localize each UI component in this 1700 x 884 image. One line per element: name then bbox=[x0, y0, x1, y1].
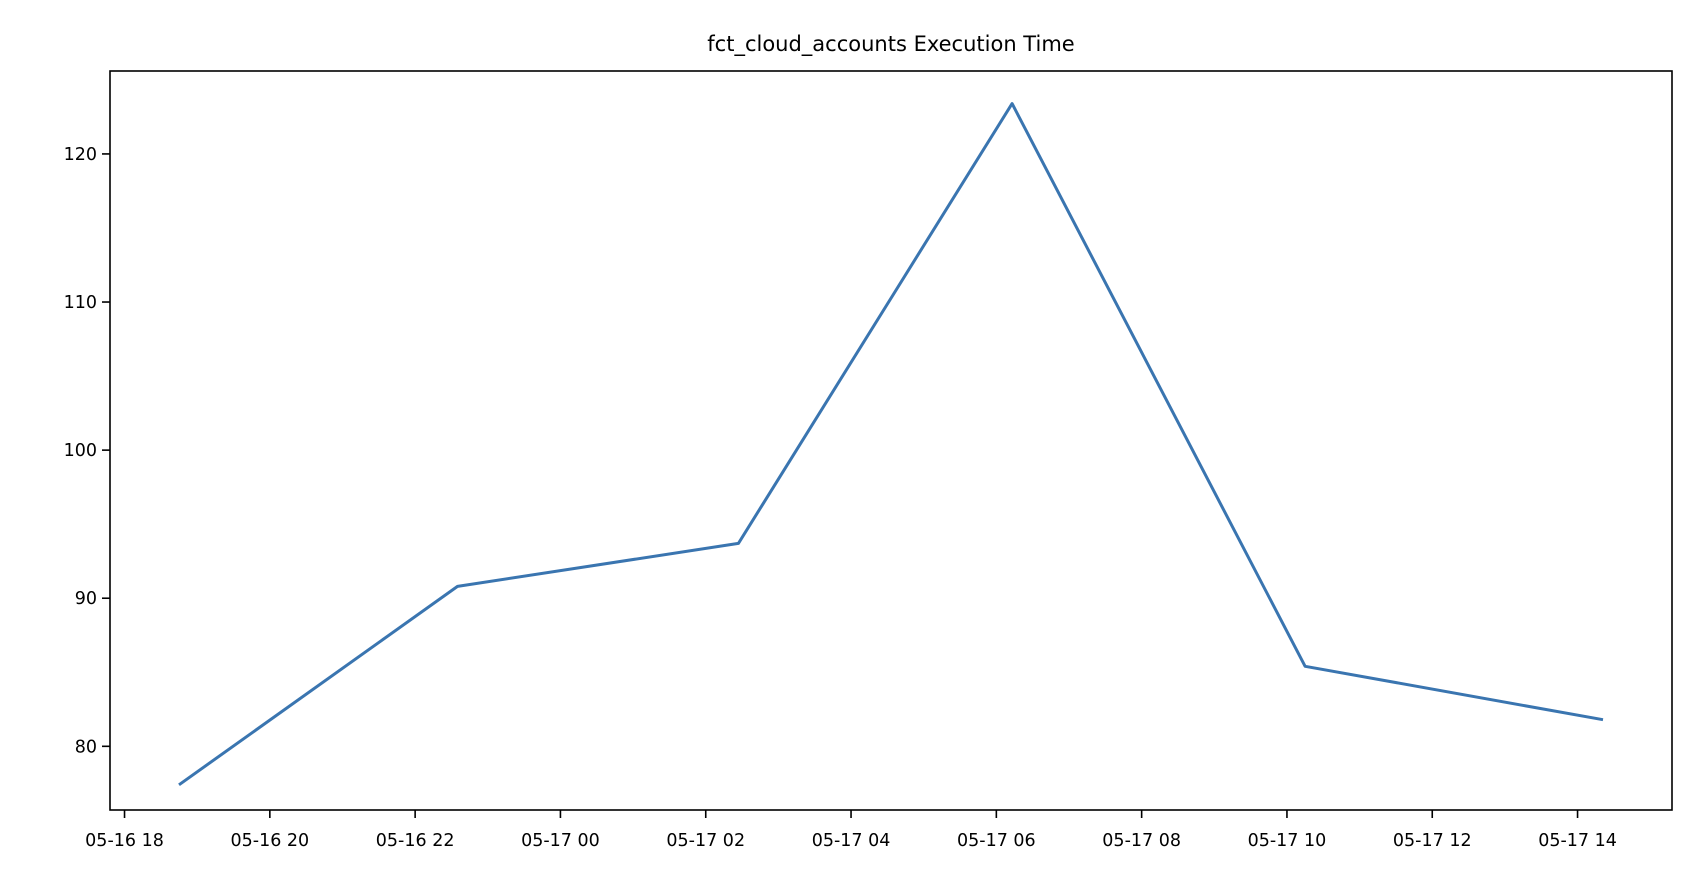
x-tick-label: 05-17 14 bbox=[1538, 831, 1617, 851]
series-line bbox=[178, 102, 1604, 787]
x-tick-label: 05-16 20 bbox=[230, 831, 309, 851]
chart-title: fct_cloud_accounts Execution Time bbox=[707, 32, 1074, 57]
x-tick-label: 05-17 10 bbox=[1248, 831, 1327, 851]
y-tick-label: 110 bbox=[64, 293, 97, 313]
y-tick-label: 120 bbox=[64, 145, 97, 165]
x-tick-label: 05-17 12 bbox=[1393, 831, 1472, 851]
axes-frame bbox=[109, 70, 1673, 811]
y-axis: 80 90 100 110 120 bbox=[64, 145, 110, 757]
x-tick-label: 05-17 06 bbox=[957, 831, 1036, 851]
x-tick-label: 05-17 08 bbox=[1102, 831, 1181, 851]
y-tick-label: 80 bbox=[75, 737, 97, 757]
x-tick-label: 05-16 18 bbox=[85, 831, 164, 851]
x-tick-label: 05-17 00 bbox=[521, 831, 600, 851]
x-tick-label: 05-17 04 bbox=[812, 831, 891, 851]
y-tick-label: 100 bbox=[64, 441, 97, 461]
y-tick-label: 90 bbox=[75, 589, 97, 609]
x-axis: 05-16 18 05-16 20 05-16 22 05-17 00 05-17 02… bbox=[85, 810, 1617, 851]
x-tick-label: 05-17 02 bbox=[666, 831, 745, 851]
x-tick-label: 05-16 22 bbox=[376, 831, 455, 851]
